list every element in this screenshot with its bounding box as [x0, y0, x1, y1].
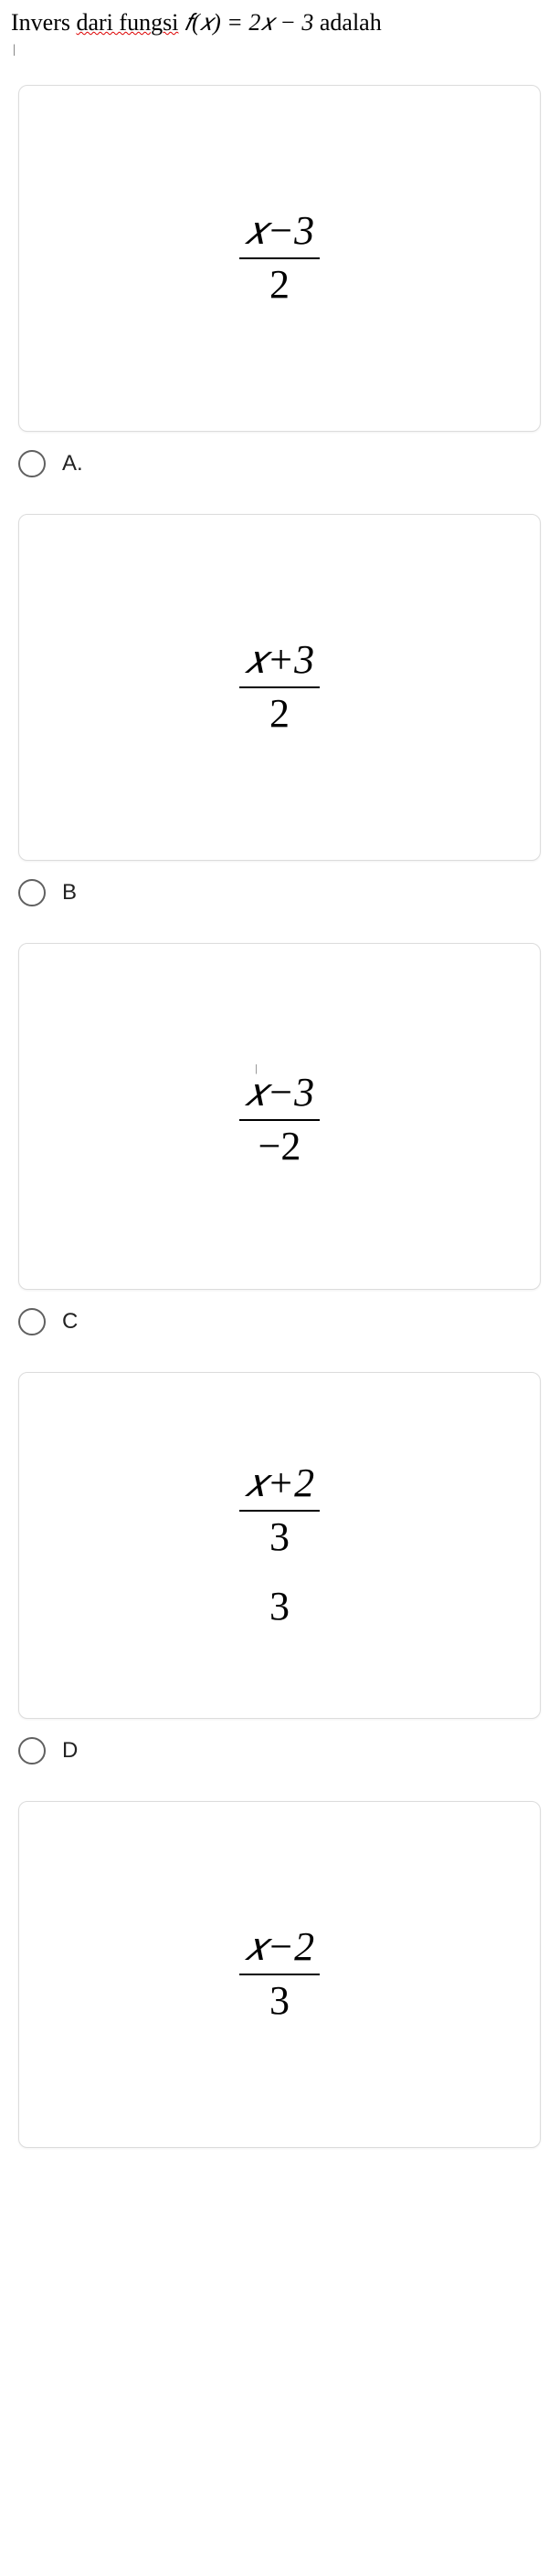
answer-card-E: 𝑥−23 — [18, 1801, 541, 2148]
option-label: C — [62, 1309, 78, 1335]
math-expression: 𝑥−32 — [239, 207, 320, 309]
radio-button[interactable] — [18, 1737, 46, 1764]
fraction-denominator: 3 — [239, 1510, 320, 1562]
fraction-numerator: 𝑥−3 — [239, 1069, 320, 1119]
radio-button[interactable] — [18, 879, 46, 906]
option-label: D — [62, 1738, 78, 1764]
fraction-numerator: 𝑥+3 — [239, 636, 320, 686]
fraction-denominator: 2 — [239, 686, 320, 738]
question-prefix: Invers — [11, 9, 76, 36]
question-underlined: dari fungsi — [76, 9, 178, 36]
radio-button[interactable] — [18, 1308, 46, 1335]
option-B[interactable]: B — [18, 879, 541, 906]
question-func: 𝑓(𝑥) = 2𝑥 − 3 — [178, 9, 319, 36]
answer-card-D: 𝑥+233 — [18, 1372, 541, 1719]
answer-card-B: 𝑥+32 — [18, 514, 541, 861]
fraction-numerator: 𝑥−2 — [239, 1923, 320, 1974]
answer-card-C: |𝑥−3−2 — [18, 943, 541, 1290]
option-A[interactable]: A. — [18, 450, 541, 477]
fraction-numerator: 𝑥+2 — [239, 1460, 320, 1510]
fraction: 𝑥−32 — [239, 207, 320, 309]
math-expression: 𝑥+233 — [239, 1460, 320, 1631]
fraction: 𝑥−3−2 — [239, 1069, 320, 1171]
math-expression: 𝑥+32 — [239, 636, 320, 738]
option-C[interactable]: C — [18, 1308, 541, 1335]
answer-card-A: 𝑥−32 — [18, 85, 541, 432]
fraction-denominator: −2 — [239, 1119, 320, 1171]
fraction-denominator: 2 — [239, 257, 320, 309]
math-expression: 𝑥−23 — [239, 1923, 320, 2026]
option-label: A. — [62, 451, 83, 476]
text-cursor-icon: | — [13, 43, 548, 58]
option-D[interactable]: D — [18, 1737, 541, 1764]
fraction-numerator: 𝑥−3 — [239, 207, 320, 257]
question-text: Invers dari fungsi 𝑓(𝑥) = 2𝑥 − 3 adalah — [11, 9, 548, 37]
radio-button[interactable] — [18, 450, 46, 477]
fraction: 𝑥−23 — [239, 1923, 320, 2026]
question-suffix: adalah — [320, 9, 382, 36]
fraction-denominator: 3 — [239, 1974, 320, 2026]
math-expression: |𝑥−3−2 — [239, 1062, 320, 1171]
fraction: 𝑥+23 — [239, 1460, 320, 1562]
extra-number: 3 — [239, 1583, 320, 1631]
option-label: B — [62, 880, 77, 906]
fraction: 𝑥+32 — [239, 636, 320, 738]
